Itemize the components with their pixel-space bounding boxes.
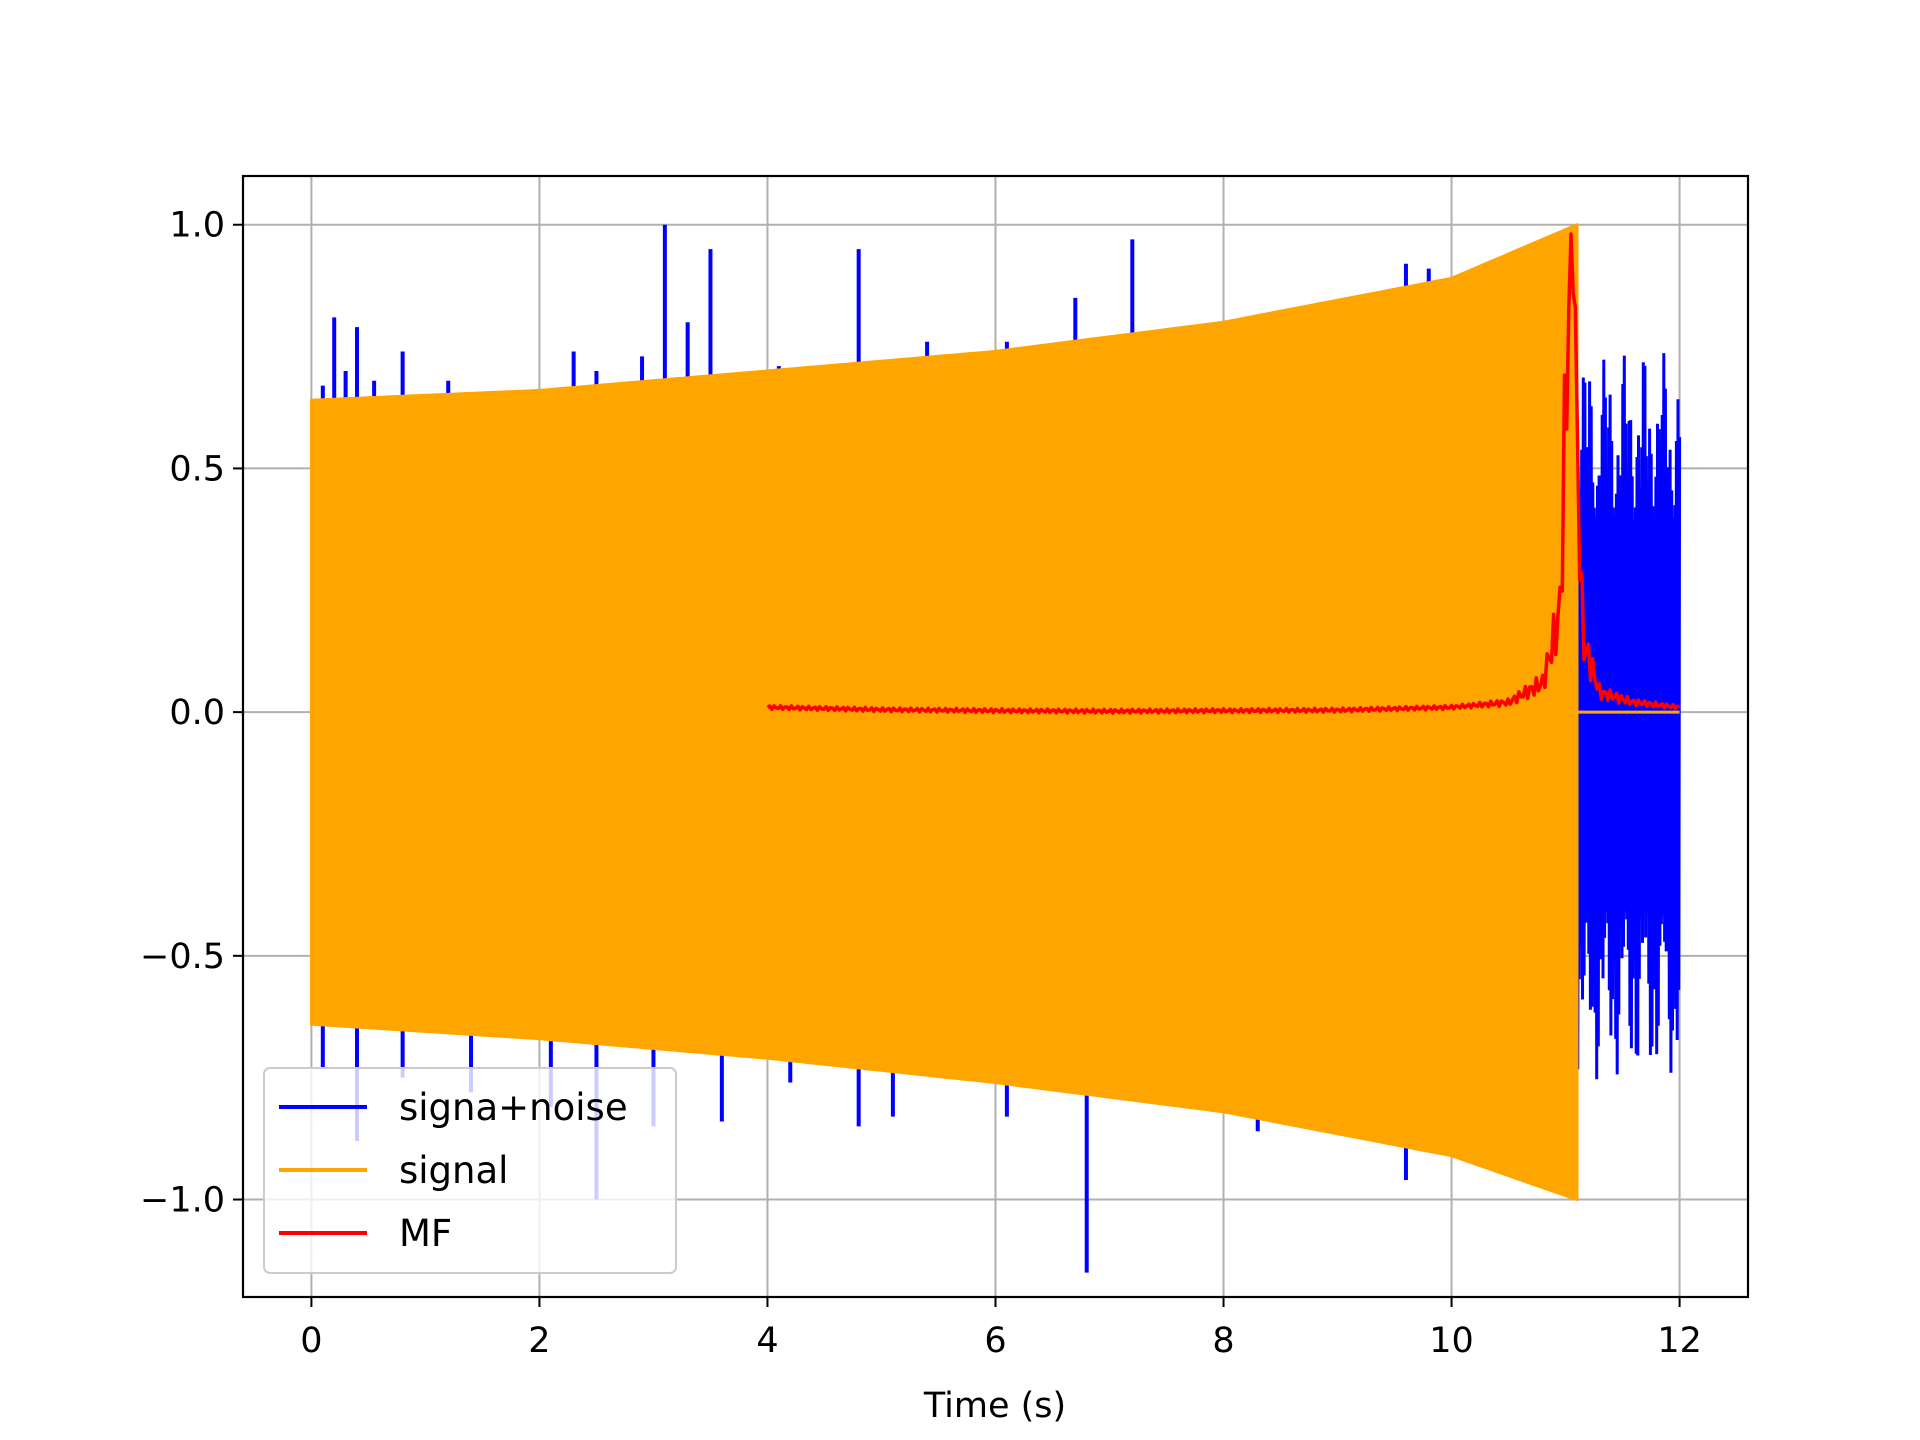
mf-series xyxy=(766,232,1680,715)
y-tick-label: −1.0 xyxy=(140,1181,225,1221)
y-tick-label: 0.0 xyxy=(169,693,225,733)
y-axis-ticks: 1.0 0.5 0.0 −0.5 −1.0 xyxy=(140,206,243,1221)
x-tick-label: 4 xyxy=(756,1321,778,1361)
legend-label-mf: MF xyxy=(399,1212,452,1255)
legend-box xyxy=(263,1067,677,1274)
legend: signa+noise signal MF xyxy=(263,1067,677,1274)
x-tick-label: 8 xyxy=(1212,1321,1234,1361)
x-tick-label: 0 xyxy=(300,1321,322,1361)
x-tick-label: 2 xyxy=(528,1321,550,1361)
legend-label-noise: signa+noise xyxy=(399,1086,628,1129)
x-tick-label: 12 xyxy=(1657,1321,1702,1361)
y-tick-label: −0.5 xyxy=(140,937,225,977)
noise-post-merger-trace xyxy=(1575,353,1682,1080)
x-axis-ticks: 0 2 4 6 8 10 12 xyxy=(300,1297,1702,1361)
y-tick-label: 1.0 xyxy=(169,206,225,246)
y-tick-label: 0.5 xyxy=(169,449,225,489)
legend-label-signal: signal xyxy=(399,1149,508,1192)
x-axis-label: Time (s) xyxy=(923,1386,1066,1426)
mf-trace xyxy=(766,232,1680,715)
x-tick-label: 6 xyxy=(984,1321,1006,1361)
x-tick-label: 10 xyxy=(1429,1321,1474,1361)
